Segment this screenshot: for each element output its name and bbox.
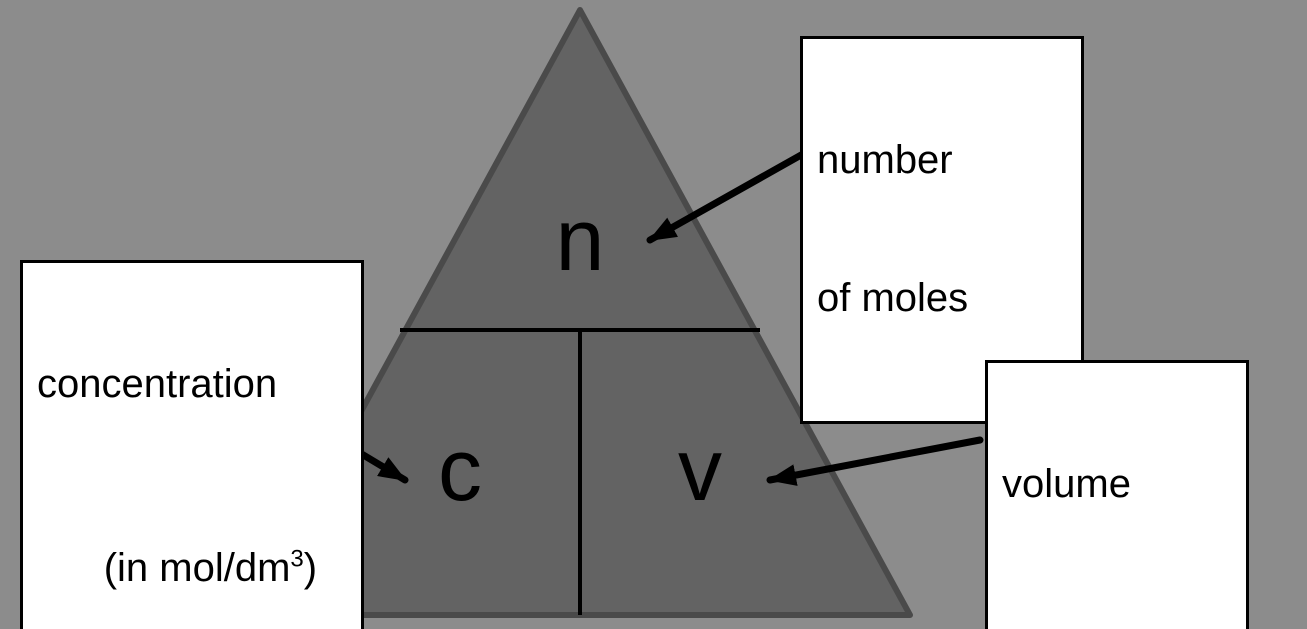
callout-c-line1: concentration xyxy=(37,361,347,407)
callout-v-line2: (in dm3) xyxy=(1002,599,1232,629)
callout-concentration: concentration (in mol/dm3) xyxy=(20,260,364,629)
callout-v-line1: volume xyxy=(1002,461,1232,507)
diagram-stage: n c v number of moles concentration (in … xyxy=(0,0,1307,629)
callout-n-line1: number xyxy=(817,137,1067,183)
triangle-letter-n: n xyxy=(556,190,605,289)
triangle-letter-c: c xyxy=(438,420,482,519)
callout-c-line2-post: ) xyxy=(304,546,317,590)
callout-n-line2: of moles xyxy=(817,275,1067,321)
callout-c-line2-pre: (in mol/dm xyxy=(104,546,291,590)
callout-c-line2: (in mol/dm3) xyxy=(37,499,347,629)
triangle-letter-v: v xyxy=(678,420,722,519)
callout-c-line2-sup: 3 xyxy=(290,546,303,573)
callout-volume: volume (in dm3) xyxy=(985,360,1249,629)
